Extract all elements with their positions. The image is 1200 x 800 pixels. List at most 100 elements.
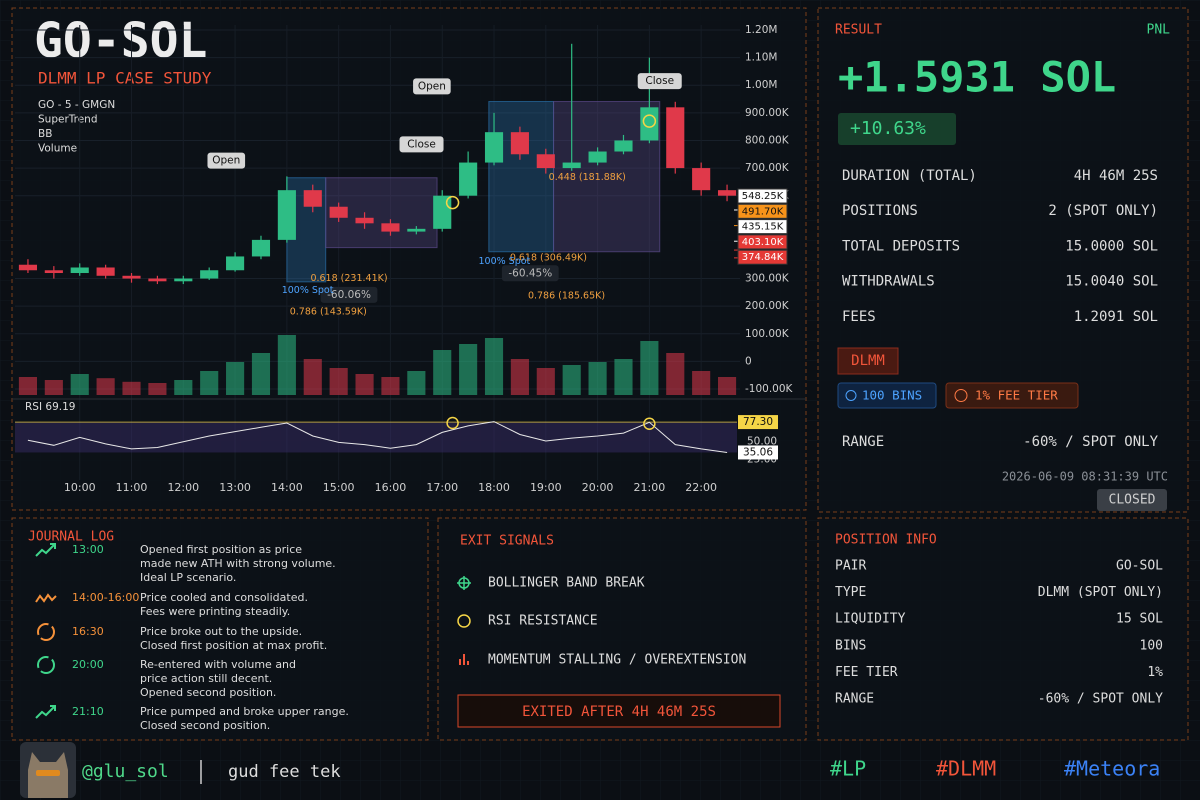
journal-text: Fees were printing steadily.	[140, 605, 290, 618]
info-label: PAIR	[835, 559, 866, 574]
pnl-pct: +10.63%	[850, 118, 926, 139]
journal-text: Re-entered with volume and	[140, 658, 296, 671]
volume-bar	[251, 353, 271, 395]
journal-text: Closed second position.	[140, 719, 270, 732]
journal-icon	[35, 705, 56, 719]
info-value: 100	[1140, 638, 1163, 653]
price-tag	[737, 249, 788, 265]
pnl-pct-box	[838, 113, 956, 145]
candle-body	[303, 190, 322, 207]
result-label: RANGE	[842, 434, 884, 450]
tag	[945, 382, 1079, 409]
volume-bar	[148, 383, 167, 395]
section-title: EXIT SIGNALS	[460, 534, 554, 549]
tag	[837, 382, 937, 409]
journal-time: 16:30	[72, 625, 104, 638]
volume-bar	[510, 359, 529, 395]
volume-bar	[692, 371, 711, 395]
result-value: 2 (SPOT ONLY)	[1048, 203, 1158, 219]
hashtag: #DLMM	[936, 757, 996, 781]
fib-label: 0.786 (185.65K)	[528, 290, 605, 301]
candle-body	[96, 267, 115, 276]
candle-body	[18, 264, 38, 271]
volume-bar	[459, 344, 478, 395]
spot-label: 100% Spot	[282, 285, 334, 296]
x-tick-label: 18:00	[478, 481, 510, 494]
legend-item: SuperTrend	[38, 114, 98, 126]
candle-body	[433, 195, 452, 229]
summary-box	[457, 694, 781, 728]
x-tick-label: 15:00	[323, 481, 355, 494]
tagline: gud fee tek	[228, 762, 341, 782]
hashtag: #Meteora	[1064, 757, 1160, 781]
candle-body	[640, 107, 659, 141]
volume-bar	[666, 353, 685, 395]
info-label: BINS	[835, 638, 866, 653]
journal-text: Price broke out to the upside.	[140, 625, 302, 638]
x-tick-label: 20:00	[582, 481, 614, 494]
volume-bar	[614, 359, 633, 395]
x-tick-label: 16:00	[375, 481, 407, 494]
legend-item: GO - 5 - GMGN	[38, 99, 115, 111]
fib-label: 0.618 (306.49K)	[510, 253, 587, 264]
fib-label: 0.786 (143.59K)	[290, 306, 367, 317]
rsi-signal	[446, 416, 459, 430]
volume-bar	[96, 378, 115, 395]
candle-body	[536, 154, 555, 169]
callout: Open	[418, 80, 446, 92]
result-value: 15.0000 SOL	[1065, 238, 1158, 254]
callout-box	[207, 152, 246, 169]
price-tag	[737, 219, 788, 235]
x-tick-label: 19:00	[530, 481, 562, 494]
legend-item: Volume	[38, 143, 77, 155]
pnl-value: +1.5931 SOL	[838, 53, 1116, 102]
rsi-tag	[738, 445, 778, 460]
result-label: FEES	[842, 309, 876, 325]
candle-body	[484, 132, 504, 163]
rsi-tag-label: 77.30	[743, 416, 773, 428]
volume-bar	[381, 377, 400, 395]
callout: Close	[645, 75, 674, 87]
pct-label-box	[501, 265, 559, 282]
tag-icon	[954, 389, 968, 402]
callout-box	[637, 73, 682, 90]
journal-text: Price pumped and broke upper range.	[140, 705, 349, 718]
x-tick-label: 14:00	[271, 481, 303, 494]
hashtag: #LP	[830, 757, 866, 781]
price-tag-label: 491.70K	[742, 206, 784, 217]
journal-icon	[37, 623, 55, 641]
info-label: LIQUIDITY	[835, 612, 906, 627]
result-label: POSITIONS	[842, 203, 918, 219]
journal-icon	[35, 543, 56, 557]
status: CLOSED	[1109, 493, 1156, 508]
signal-icon	[457, 576, 471, 590]
section-title: RESULT	[835, 23, 882, 38]
rsi-tag-label: 35.06	[743, 446, 773, 458]
signal-icon	[459, 654, 469, 665]
y-tick-label: 700.00K	[745, 162, 790, 174]
journal-text: Opened first position as price	[140, 543, 302, 556]
y-tick-label: -100.00K	[745, 383, 794, 395]
x-tick-label: 13:00	[219, 481, 251, 494]
y-tick-label: 100.00K	[745, 328, 790, 340]
tag-label: 1% FEE TIER	[975, 388, 1058, 403]
result-value: 1.2091 SOL	[1074, 309, 1158, 325]
candle-body	[44, 270, 63, 274]
volume-bar	[18, 377, 38, 395]
y-tick-label: 900.00K	[745, 107, 790, 119]
candle-body	[407, 228, 426, 232]
y-tick-label: 200.00K	[745, 300, 790, 312]
candle-body	[562, 162, 581, 169]
candle-body	[355, 217, 374, 224]
candle-body	[148, 278, 167, 282]
journal-time: 20:00	[72, 658, 104, 671]
y-tick-label: 1.10M	[745, 52, 777, 64]
result-label: DURATION (TOTAL)	[842, 168, 977, 184]
journal-text: Opened second position.	[140, 686, 276, 699]
callout-box	[399, 136, 444, 153]
panel	[817, 517, 1189, 741]
handle: @glu_sol	[82, 761, 169, 782]
x-tick-label: 10:00	[64, 481, 96, 494]
result-label: TOTAL DEPOSITS	[842, 238, 960, 254]
signal-marker	[445, 195, 460, 210]
